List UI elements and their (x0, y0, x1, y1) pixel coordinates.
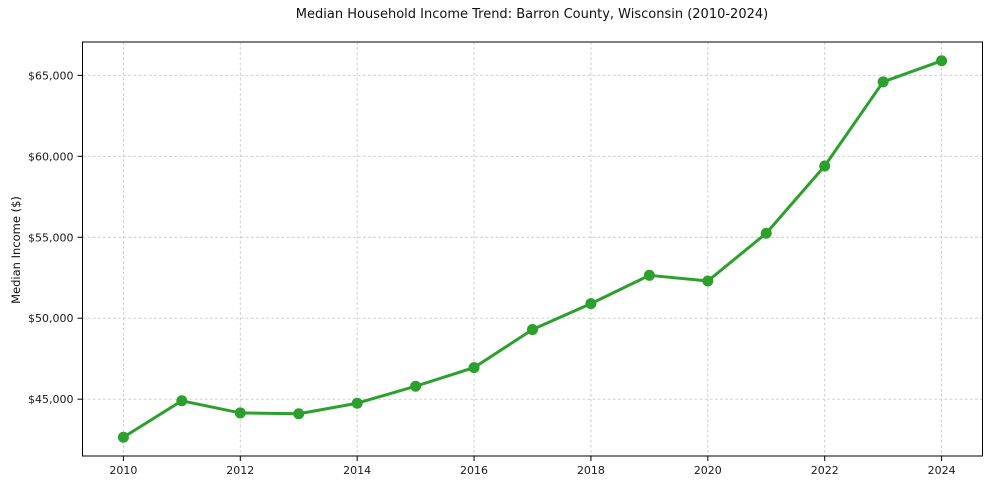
data-point-2014 (351, 397, 363, 409)
data-point-2024 (936, 55, 948, 67)
data-point-2023 (877, 76, 889, 88)
x-tick-label: 2018 (577, 464, 605, 477)
x-tick-label: 2012 (226, 464, 254, 477)
y-tick-label: $55,000 (28, 231, 74, 244)
x-tick-label: 2022 (811, 464, 839, 477)
chart-title: Median Household Income Trend: Barron Co… (295, 7, 769, 22)
data-point-2021 (760, 227, 772, 239)
y-tick-label: $60,000 (28, 150, 74, 163)
data-point-2012 (234, 407, 246, 419)
data-point-2011 (176, 395, 188, 407)
income-trend-line (121, 59, 944, 439)
data-point-2022 (819, 160, 831, 172)
x-tick-label: 2010 (109, 464, 137, 477)
x-tick-label: 2020 (694, 464, 722, 477)
data-point-2020 (702, 275, 714, 287)
y-tick-label: $45,000 (28, 393, 74, 406)
y-tick-label: $65,000 (28, 69, 74, 82)
data-point-2017 (527, 324, 538, 336)
data-point-2016 (468, 362, 480, 374)
data-point-2018 (585, 298, 597, 310)
data-point-2013 (293, 408, 305, 420)
x-tick-label: 2024 (928, 464, 956, 477)
data-point-2010 (117, 431, 129, 443)
x-tick-label: 2014 (343, 464, 371, 477)
data-point-2019 (643, 269, 655, 281)
plot-border (82, 41, 983, 457)
data-point-2015 (410, 380, 422, 392)
y-tick-label: $50,000 (28, 312, 74, 325)
x-tick-label: 2016 (460, 464, 488, 477)
